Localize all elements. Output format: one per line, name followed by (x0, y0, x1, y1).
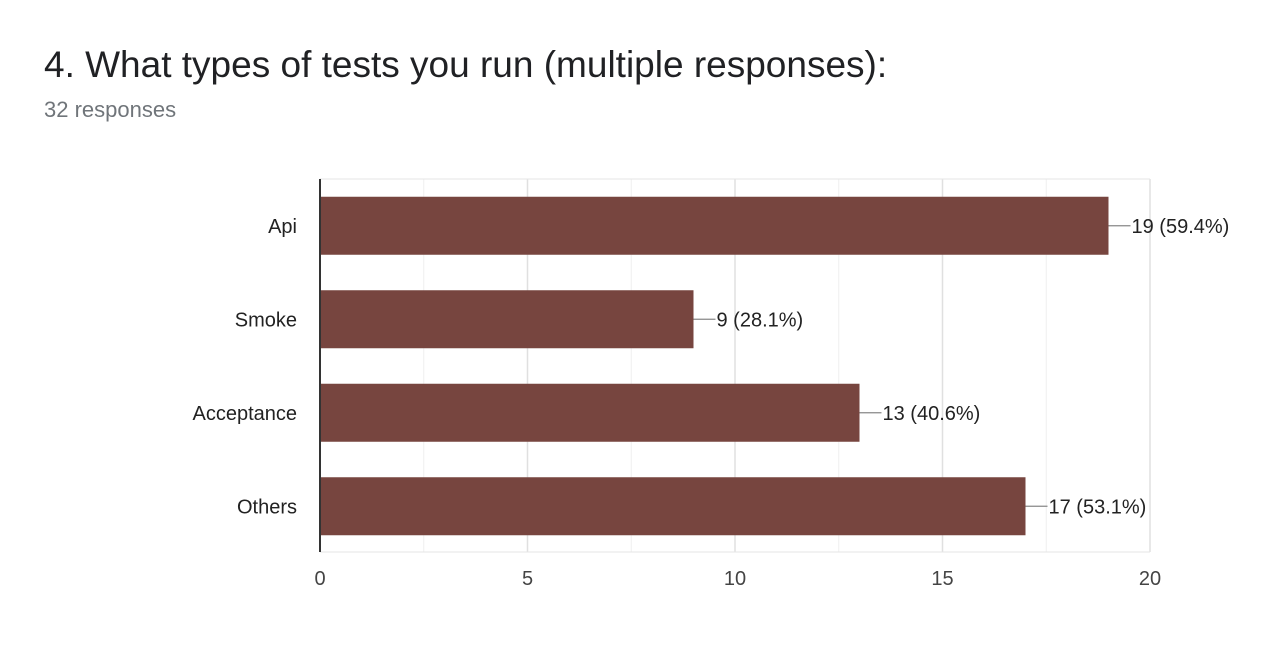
data-label: 19 (59.4%) (1132, 216, 1230, 238)
bar (320, 477, 1026, 536)
labels: Api 19 (59.4%) Smoke 9 (28.1%) Acceptance 13 … (192, 216, 1229, 519)
data-label: 17 (53.1%) (1049, 496, 1147, 518)
category-label: Others (237, 496, 297, 518)
x-tick-label: 15 (931, 568, 953, 590)
x-tick-label: 20 (1139, 568, 1161, 590)
bars (320, 196, 1109, 536)
x-tick-label: 0 (314, 568, 325, 590)
x-tick-label: 10 (724, 568, 746, 590)
category-label: Api (268, 216, 297, 238)
data-label: 13 (40.6%) (883, 403, 981, 425)
category-label: Smoke (235, 309, 297, 331)
data-label: 9 (28.1%) (717, 309, 804, 331)
bar (320, 290, 694, 349)
question-title: 4. What types of tests you run (multiple… (44, 44, 888, 85)
bar (320, 383, 860, 442)
bar (320, 196, 1109, 255)
axes: 0 5 10 15 20 (314, 179, 1161, 590)
category-label: Acceptance (192, 403, 297, 425)
response-count: 32 responses (44, 97, 177, 122)
x-tick-label: 5 (522, 568, 533, 590)
